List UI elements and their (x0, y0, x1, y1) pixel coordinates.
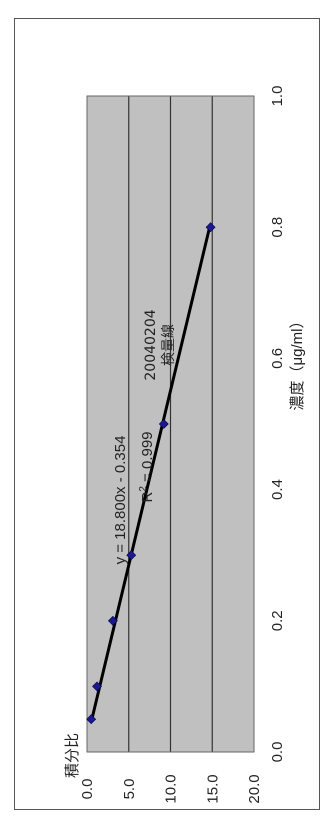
x-tick-group: 0.6 (269, 348, 286, 369)
x-tick-label: 0.0 (269, 742, 286, 763)
data-point (92, 681, 102, 692)
r-squared-label: R2 = 0.999 (138, 431, 156, 502)
x-tick-label: 0.8 (269, 217, 286, 238)
y-tick-group: 10.0 (163, 774, 180, 803)
chart-title-line-1: 20040204 (143, 309, 159, 380)
y-tick-label: 15.0 (204, 774, 221, 803)
x-tick-label: 0.4 (269, 479, 286, 500)
r-squared-superscript: 2 (138, 486, 149, 492)
y-tick-group: 0.0 (79, 779, 96, 800)
data-points (86, 222, 216, 725)
plot-border (86, 95, 255, 753)
x-tick-group: 1.0 (269, 86, 286, 107)
x-tick-label: 1.0 (269, 86, 286, 107)
y-tick-label: 10.0 (163, 774, 180, 803)
y-tick-group: 5.0 (121, 779, 138, 800)
trendline (90, 225, 212, 721)
r-squared-r: R (139, 492, 156, 503)
y-tick-group: 15.0 (204, 774, 221, 803)
tick-labels: 0.0 0.2 0.4 0.6 0.8 1.0 0.0 5.0 10.0 15.0 20.0 (79, 86, 286, 804)
trendline-layer (90, 225, 212, 721)
chart-title-line-2: 検量線 (161, 324, 177, 366)
y-tick-group: 20.0 (246, 774, 263, 803)
y-tick-label: 0.0 (79, 779, 96, 800)
x-tick-group: 0.2 (269, 610, 286, 631)
regression-equation: y = 18.800x - 0.354 (112, 436, 129, 565)
data-point (158, 419, 169, 429)
r-squared-value: = 0.999 (139, 431, 156, 486)
data-point (205, 222, 216, 233)
x-tick-group: 0.8 (269, 217, 286, 238)
x-tick-group: 0.0 (269, 742, 286, 763)
x-tick-label: 0.6 (269, 348, 286, 369)
data-point (86, 714, 97, 725)
y-tick-label: 20.0 (246, 774, 263, 803)
x-tick-group: 0.4 (269, 479, 286, 500)
grid-lines (128, 96, 213, 752)
data-point (126, 550, 137, 561)
y-tick-label: 5.0 (121, 779, 138, 800)
data-point (107, 615, 118, 626)
y-axis-label: 積分比 (64, 733, 81, 778)
x-axis-label: 濃度（μg/ml） (289, 314, 306, 411)
x-tick-label: 0.2 (269, 610, 286, 631)
